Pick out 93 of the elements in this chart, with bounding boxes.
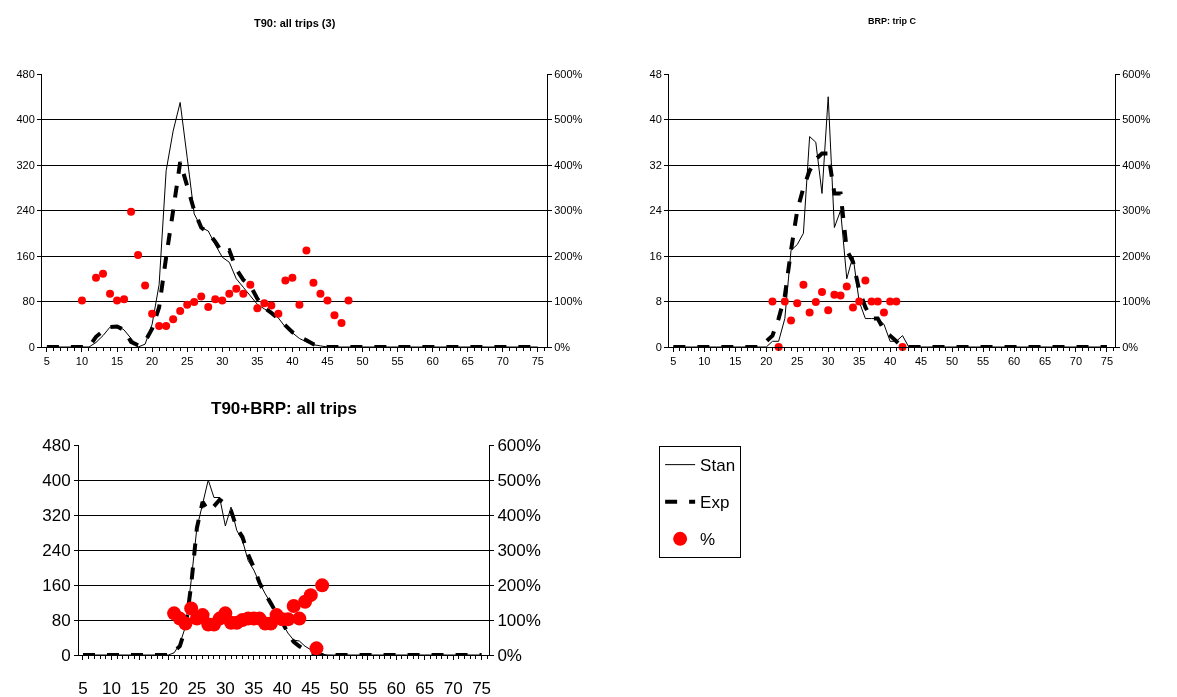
- y2-tick-label: 0%: [554, 340, 571, 353]
- x-tick-label: 15: [130, 679, 150, 697]
- y2-tick-label: 500%: [1122, 113, 1151, 126]
- y2-tick-label: 600%: [1122, 67, 1151, 80]
- x-tick-label: 70: [443, 679, 463, 697]
- y-tick-label: 480: [42, 435, 71, 455]
- x-tick-label: 65: [1038, 355, 1052, 368]
- y-tick-label: 16: [649, 249, 662, 262]
- x-tick-label: 30: [216, 355, 229, 368]
- y2-tick-label: 200%: [1122, 249, 1151, 262]
- x-tick-label: 70: [1069, 355, 1083, 368]
- y2-tick-label: 300%: [1122, 204, 1151, 217]
- y2-tick-label: 200%: [554, 249, 583, 262]
- x-tick-label: 40: [272, 679, 292, 697]
- x-tick-label: 50: [329, 679, 349, 697]
- x-tick-label: 35: [251, 355, 264, 368]
- x-tick-label: 75: [472, 679, 492, 697]
- x-tick-label: 25: [181, 355, 194, 368]
- y-tick-label: 240: [16, 204, 35, 217]
- x-tick-label: 25: [187, 679, 207, 697]
- x-tick-label: 20: [145, 355, 159, 368]
- y-tick-label: 400: [16, 113, 35, 126]
- x-tick-label: 5: [78, 679, 88, 697]
- x-tick-label: 60: [1007, 355, 1021, 368]
- y-tick-label: 320: [42, 505, 71, 525]
- y-tick-label: 80: [22, 295, 35, 308]
- y2-tick-label: 500%: [497, 470, 541, 490]
- y2-tick-label: 600%: [497, 435, 541, 455]
- x-tick-label: 10: [698, 355, 711, 368]
- x-tick-label: 60: [426, 355, 439, 368]
- y2-tick-label: 100%: [554, 295, 583, 308]
- x-tick-label: 40: [286, 355, 299, 368]
- y-tick-label: 40: [649, 113, 662, 126]
- x-tick-label: 65: [415, 679, 435, 697]
- x-tick-label: 35: [244, 679, 264, 697]
- y2-tick-label: 0%: [497, 645, 522, 665]
- x-tick-label: 45: [321, 355, 334, 368]
- x-tick-label: 30: [215, 679, 235, 697]
- x-tick-label: 15: [110, 355, 124, 368]
- y-tick-label: 0: [61, 645, 71, 665]
- x-tick-label: 45: [914, 355, 928, 368]
- y-tick-label: 32: [649, 158, 662, 171]
- x-tick-label: 20: [760, 355, 773, 368]
- y-tick-label: 8: [655, 295, 662, 308]
- y2-tick-label: 100%: [1122, 295, 1151, 308]
- chart-title: T90: all trips (3): [254, 17, 336, 29]
- x-tick-label: 20: [158, 679, 178, 697]
- x-tick-label: 50: [356, 355, 369, 368]
- y2-tick-label: 0%: [1122, 340, 1139, 353]
- y2-tick-label: 100%: [497, 610, 541, 630]
- x-tick-label: 75: [531, 355, 545, 368]
- x-tick-label: 75: [1100, 355, 1114, 368]
- x-tick-label: 25: [791, 355, 804, 368]
- x-tick-label: 55: [976, 355, 990, 368]
- y-tick-label: 160: [42, 575, 71, 595]
- legend-label: Stan: [700, 456, 736, 476]
- y2-tick-label: 500%: [554, 113, 583, 126]
- chart-title: T90+BRP: all trips: [211, 399, 357, 418]
- y-tick-label: 80: [51, 610, 71, 630]
- x-tick-label: 35: [853, 355, 866, 368]
- legend-label: %: [700, 530, 716, 550]
- y2-tick-label: 400%: [1122, 158, 1151, 171]
- x-tick-label: 5: [670, 355, 677, 368]
- x-tick-label: 55: [391, 355, 404, 368]
- y-tick-label: 240: [42, 540, 71, 560]
- y2-tick-label: 200%: [497, 575, 541, 595]
- y-tick-label: 48: [649, 67, 662, 80]
- y2-tick-label: 400%: [554, 158, 583, 171]
- y2-tick-label: 600%: [554, 67, 583, 80]
- x-tick-label: 10: [75, 355, 89, 368]
- y-tick-label: 0: [655, 340, 662, 353]
- x-tick-label: 50: [945, 355, 959, 368]
- y-tick-label: 400: [42, 470, 71, 490]
- x-tick-label: 30: [822, 355, 835, 368]
- x-tick-label: 70: [496, 355, 509, 368]
- x-tick-label: 45: [301, 679, 321, 697]
- x-tick-label: 10: [102, 679, 121, 697]
- y-tick-label: 320: [16, 158, 35, 171]
- x-tick-label: 5: [43, 355, 50, 368]
- x-tick-label: 60: [386, 679, 406, 697]
- legend-label: Exp: [700, 493, 730, 513]
- x-tick-label: 55: [358, 679, 378, 697]
- y-tick-label: 160: [16, 249, 35, 262]
- chart-title: BRP: trip C: [868, 16, 917, 26]
- y-tick-label: 0: [28, 340, 35, 353]
- x-tick-label: 40: [884, 355, 897, 368]
- y2-tick-label: 400%: [497, 505, 541, 525]
- y-tick-label: 480: [16, 67, 35, 80]
- y-tick-label: 24: [649, 204, 662, 217]
- x-tick-label: 15: [729, 355, 742, 368]
- x-tick-label: 65: [461, 355, 474, 368]
- y2-tick-label: 300%: [497, 540, 541, 560]
- y2-tick-label: 300%: [554, 204, 583, 217]
